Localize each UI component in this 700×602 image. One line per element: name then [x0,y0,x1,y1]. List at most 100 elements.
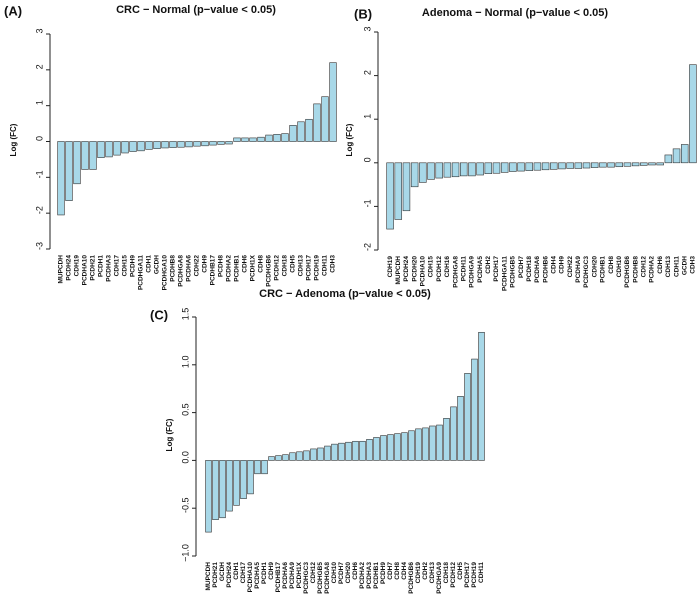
x-tick-label: GCDH [154,255,161,274]
bar [273,134,281,142]
x-tick-label: CDH6 [352,562,359,580]
bar [509,162,517,172]
bar [402,162,411,212]
x-tick-label: PCDH11 [460,256,467,282]
bar [471,358,478,461]
bar [484,162,493,175]
bar [261,460,268,475]
bar [492,162,501,174]
chart-title: Adenoma − Normal (p−value < 0.05) [422,7,608,19]
y-axis-label: Log (FC) [345,123,354,156]
x-tick-label: CDH20 [345,562,352,584]
bar [297,121,305,142]
y-tick-label: -2 [362,243,372,251]
bar [161,141,169,149]
bar [153,141,161,149]
bar [429,425,436,461]
x-tick-label: PCDHGA10 [162,255,169,291]
y-tick-label: -1 [34,170,44,178]
x-tick-label: MUPCDH [58,255,65,284]
bar [574,162,583,169]
x-tick-label: PCDHGB6 [408,562,415,594]
bar [517,162,525,172]
x-tick-label: CDH10 [616,256,623,278]
bar [525,162,533,171]
bar [331,443,338,461]
y-axis-label: Log (FC) [9,123,18,156]
bar [282,454,289,461]
bar [689,64,697,164]
x-tick-label: PCDHGA8 [452,256,459,288]
x-tick-label: CDH11 [478,562,485,583]
chart-title: CRC − Adenoma (p−value < 0.05) [259,288,431,300]
bar [205,460,212,533]
y-tick-label: 3 [34,28,44,33]
y-axis-label: Log (FC) [165,418,174,451]
y-tick-label: 0 [34,136,44,141]
bar [664,154,673,164]
x-tick-label: CDH22 [567,256,574,278]
bar [310,448,317,461]
bar [317,447,324,461]
bar [257,136,265,142]
x-tick-label: CDH19 [74,255,81,277]
x-tick-label: PCDHGB6 [266,255,273,287]
x-tick-label: CDH2 [422,562,429,580]
x-tick-label: PCDHA6 [186,255,193,282]
x-tick-label: CDH5 [290,255,297,273]
panel-label: (C) [150,307,168,322]
x-tick-label: CDH2 [485,256,492,274]
bar [212,460,219,520]
bar [533,162,542,171]
x-tick-label: PCDH12 [274,255,281,281]
bar [386,162,394,230]
bar [582,162,591,169]
bar [89,141,97,170]
x-tick-label: CDH18 [282,255,289,277]
x-tick-label: PCDHGC3 [583,256,590,288]
x-tick-label: CDH19 [415,562,422,584]
x-tick-label: CDH9 [268,562,275,580]
bar [324,445,331,461]
x-tick-label: PCDH24 [66,255,73,281]
bar [185,141,193,148]
x-tick-label: CDH3 [690,256,697,274]
bar [145,141,153,150]
bar [265,134,273,142]
x-tick-label: PCDHA2 [359,562,366,589]
x-tick-label: CDH16 [444,256,451,278]
bar [233,460,240,506]
x-tick-label: PCDH21 [90,255,97,281]
bar [460,162,468,177]
bar [209,141,217,146]
x-tick-label: CDH8 [394,562,401,580]
bar [113,141,121,156]
x-tick-label: CDH7 [387,562,394,580]
bar [233,137,241,142]
bar [366,439,373,461]
y-tick-label: 1.0 [180,356,190,369]
bar [408,430,415,461]
bar [305,118,313,142]
bar [640,162,648,166]
bar [680,144,689,164]
x-tick-label: CDH6 [657,256,664,274]
bar [193,141,201,147]
x-tick-label: PCDH19 [471,562,478,588]
bar [73,141,81,185]
x-tick-label: MUPCDH [205,562,212,591]
x-tick-label: CDH13 [429,562,436,584]
x-tick-label: CDH6 [242,255,249,273]
bar [121,141,129,154]
x-tick-label: PCDHGA8 [178,255,185,287]
bar [249,137,257,142]
bar [623,162,632,167]
bar [451,162,460,178]
x-tick-label: PCDH8 [218,255,225,277]
bar [401,432,408,461]
bar [607,162,615,168]
bar [443,418,450,461]
bar [457,396,464,461]
bar [329,62,337,142]
x-tick-label: PCDH9 [380,562,387,584]
